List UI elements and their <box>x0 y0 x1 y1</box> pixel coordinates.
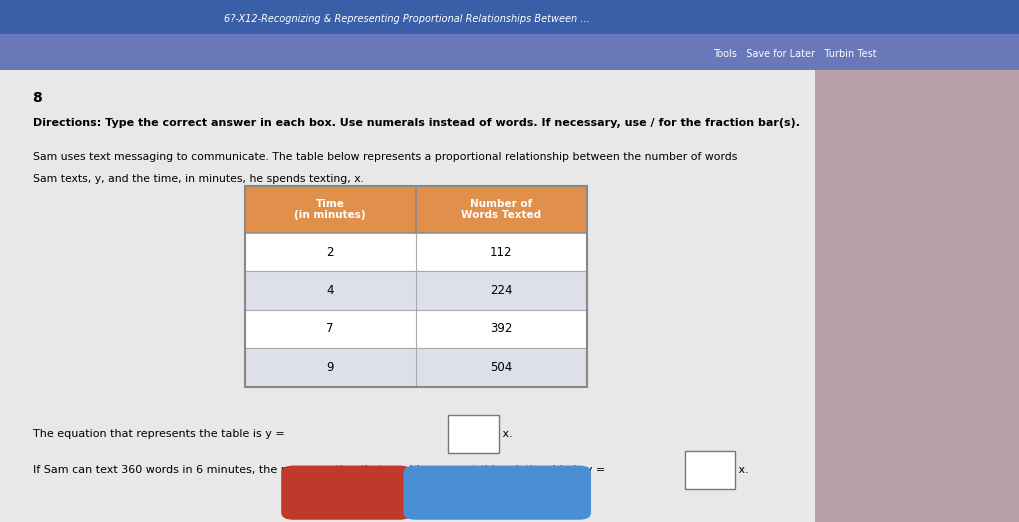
FancyBboxPatch shape <box>245 233 587 271</box>
FancyBboxPatch shape <box>404 466 591 520</box>
Text: 112: 112 <box>490 246 513 259</box>
Text: Time
(in minutes): Time (in minutes) <box>294 198 366 220</box>
Text: Number of
Words Texted: Number of Words Texted <box>462 198 541 220</box>
Text: Sam texts, y, and the time, in minutes, he spends texting, x.: Sam texts, y, and the time, in minutes, … <box>33 174 364 184</box>
Text: 224: 224 <box>490 284 513 297</box>
FancyBboxPatch shape <box>281 466 412 520</box>
FancyBboxPatch shape <box>245 186 587 233</box>
Text: Tools   Save for Later   Turbin Test: Tools Save for Later Turbin Test <box>713 49 877 59</box>
FancyBboxPatch shape <box>245 348 587 386</box>
Text: 504: 504 <box>490 361 513 374</box>
FancyBboxPatch shape <box>448 415 499 454</box>
FancyBboxPatch shape <box>245 310 587 348</box>
Text: Next Question: Next Question <box>450 486 544 499</box>
Text: If Sam can text 360 words in 6 minutes, the new equation that would represent th: If Sam can text 360 words in 6 minutes, … <box>33 465 608 475</box>
Text: 9: 9 <box>326 361 334 374</box>
Text: 392: 392 <box>490 323 513 336</box>
Text: 7: 7 <box>326 323 334 336</box>
Text: 56: 56 <box>467 429 481 439</box>
Text: x.: x. <box>499 429 513 439</box>
Text: Sam uses text messaging to communicate. The table below represents a proportiona: Sam uses text messaging to communicate. … <box>33 152 737 162</box>
Text: Reset: Reset <box>327 486 366 499</box>
Text: 6?-X12-Recognizing & Representing Proportional Relationships Between ...: 6?-X12-Recognizing & Representing Propor… <box>224 14 590 23</box>
Text: Directions: Type the correct answer in each box. Use numerals instead of words. : Directions: Type the correct answer in e… <box>33 118 800 128</box>
Text: 2: 2 <box>326 246 334 259</box>
Text: The equation that represents the table is y =: The equation that represents the table i… <box>33 429 287 439</box>
FancyBboxPatch shape <box>685 451 736 490</box>
FancyBboxPatch shape <box>245 271 587 310</box>
Text: 8: 8 <box>33 91 43 105</box>
Text: 4: 4 <box>326 284 334 297</box>
Text: x.: x. <box>736 465 749 475</box>
